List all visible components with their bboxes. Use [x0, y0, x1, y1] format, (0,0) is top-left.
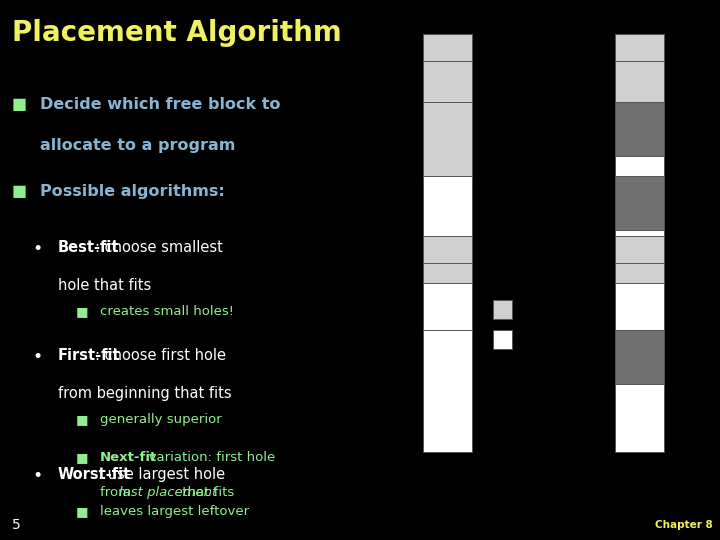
Bar	[423, 102, 472, 176]
Text: : use largest hole: : use largest hole	[98, 467, 225, 482]
Text: : choose first hole: : choose first hole	[95, 348, 226, 363]
Text: generally superior: generally superior	[100, 413, 222, 426]
Text: last placement: last placement	[119, 486, 217, 499]
Text: : variation: first hole: : variation: first hole	[140, 451, 275, 464]
Text: from: from	[100, 486, 135, 499]
Text: 14K: 14K	[668, 321, 684, 330]
Text: Best-fit: Best-fit	[58, 240, 120, 255]
Text: ■: ■	[76, 305, 89, 318]
Text: 12K: 12K	[403, 93, 419, 102]
Text: 18K: 18K	[403, 227, 419, 237]
Text: 6K: 6K	[408, 274, 419, 284]
Text: 5: 5	[12, 518, 21, 532]
Text: 8K: 8K	[408, 52, 419, 61]
Text: Decide which free block to: Decide which free block to	[40, 97, 281, 112]
Text: ■: ■	[76, 451, 89, 464]
Text: •: •	[32, 467, 42, 485]
Text: allocate to a program: allocate to a program	[40, 138, 235, 153]
Bar	[615, 35, 664, 61]
Text: 12K: 12K	[668, 93, 684, 102]
Text: Next Fit: Next Fit	[564, 319, 603, 328]
Text: hole that fits: hole that fits	[58, 278, 151, 293]
Text: and After Allocation of 16 Kbyte Block: and After Allocation of 16 Kbyte Block	[440, 494, 651, 504]
Text: 8K: 8K	[668, 254, 679, 263]
Bar	[493, 300, 512, 319]
Bar	[423, 237, 472, 263]
Text: : choose smallest: : choose smallest	[95, 240, 223, 255]
Text: 2K: 2K	[668, 227, 679, 237]
Text: 36K: 36K	[402, 443, 419, 451]
Text: Example Memory Configuration Before: Example Memory Configuration Before	[439, 474, 652, 484]
Text: Placement Algorithm: Placement Algorithm	[12, 19, 342, 47]
Text: ■: ■	[76, 505, 89, 518]
Text: Next-fit: Next-fit	[100, 451, 157, 464]
Bar	[615, 284, 664, 330]
Bar	[493, 330, 512, 348]
Text: •: •	[32, 348, 42, 366]
Text: 6K: 6K	[668, 167, 679, 176]
Text: 22K: 22K	[403, 167, 419, 176]
Bar	[423, 61, 472, 102]
Bar	[615, 384, 664, 451]
Text: Chapter 8: Chapter 8	[655, 521, 713, 530]
Text: 20 K: 20 K	[668, 443, 687, 451]
Bar	[423, 330, 472, 451]
Text: First Fit: First Fit	[564, 90, 602, 99]
Text: 8K: 8K	[408, 254, 419, 263]
Text: Best Fit: Best Fit	[564, 164, 601, 173]
Bar	[423, 176, 472, 237]
Text: ■: ■	[76, 413, 89, 426]
Text: Allocated block: Allocated block	[518, 305, 576, 314]
Text: (also worst fit): (also worst fit)	[552, 372, 616, 381]
Bar	[423, 263, 472, 284]
Text: ■: ■	[12, 97, 27, 112]
Bar	[615, 237, 664, 263]
Text: (b) After: (b) After	[621, 459, 659, 468]
Bar	[615, 330, 664, 384]
Text: Possible algorithms:: Possible algorithms:	[40, 184, 225, 199]
Text: that fits: that fits	[179, 486, 235, 499]
Bar	[423, 284, 472, 330]
Text: 6K: 6K	[668, 274, 679, 284]
Text: First-fit: First-fit	[58, 348, 120, 363]
Text: (a) Before: (a) Before	[426, 459, 470, 468]
Text: •: •	[32, 240, 42, 258]
Text: 8K: 8K	[668, 52, 679, 61]
Text: leaves largest leftover: leaves largest leftover	[100, 505, 249, 518]
Bar	[615, 61, 664, 102]
Text: from beginning that fits: from beginning that fits	[58, 386, 232, 401]
Bar	[615, 230, 664, 237]
Text: Worst-fit: Worst-fit	[58, 467, 131, 482]
Text: Free block: Free block	[518, 335, 557, 344]
Text: ■: ■	[12, 184, 27, 199]
Bar	[615, 156, 664, 176]
Bar	[615, 263, 664, 284]
Text: 14K: 14K	[403, 321, 419, 330]
Text: Last
allocated
block (14K): Last allocated block (14K)	[352, 191, 394, 211]
Text: creates small holes!: creates small holes!	[100, 305, 234, 318]
Bar	[615, 176, 664, 230]
Bar	[615, 102, 664, 156]
Bar	[423, 35, 472, 61]
